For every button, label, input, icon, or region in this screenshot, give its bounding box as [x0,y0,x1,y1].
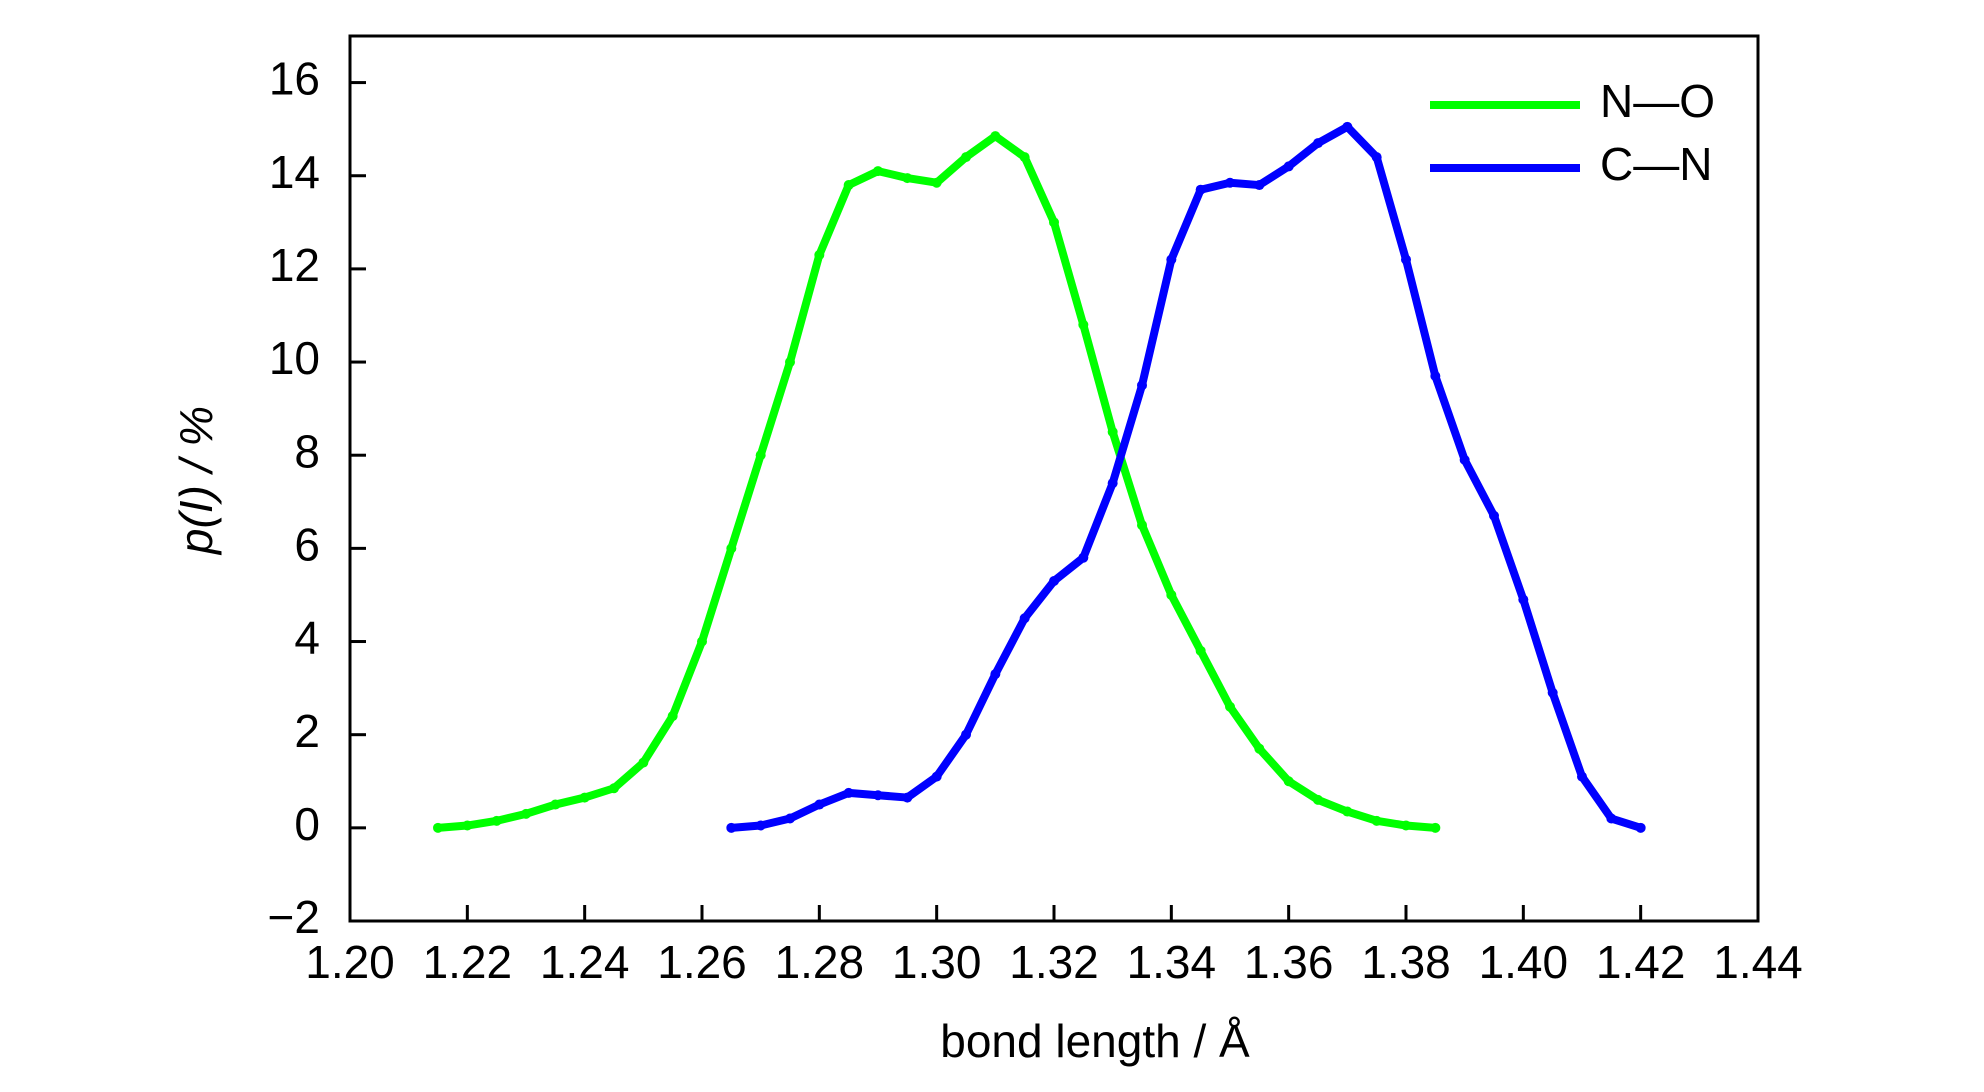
data-point [931,771,942,782]
data-point [1137,520,1147,531]
data-point [785,813,795,824]
data-point [1342,806,1353,817]
x-tick-label: 1.20 [305,936,395,988]
data-point [1606,813,1617,824]
data-point [1430,822,1441,833]
data-point [491,815,502,826]
y-tick-label: 10 [269,332,320,384]
x-tick-label: 1.42 [1596,936,1686,988]
data-point [990,669,1001,680]
y-tick-label: 2 [294,705,320,757]
data-point [1225,177,1235,188]
data-point [1547,687,1558,698]
y-tick-label: 4 [294,612,320,664]
data-point [1049,217,1059,228]
data-point [843,787,854,798]
data-point [1166,254,1177,265]
data-point [1254,743,1265,754]
data-point [902,792,913,803]
data-point [931,177,942,188]
data-point [1019,152,1030,163]
data-point [814,249,825,260]
data-point [1635,822,1646,833]
data-point [1078,319,1089,330]
data-point [609,783,619,794]
x-tick-label: 1.30 [892,936,982,988]
data-point [638,757,649,768]
data-point [1489,510,1499,521]
data-point [1137,380,1147,391]
data-point [1254,180,1265,191]
legend-label: C—N [1600,138,1712,190]
x-tick-label: 1.38 [1361,936,1451,988]
data-point [433,822,443,833]
data-point [1049,575,1059,586]
y-tick-label: 16 [269,53,320,105]
data-point [550,799,561,810]
data-point [814,799,825,810]
data-point [1371,152,1382,163]
data-point [1401,254,1411,265]
data-point [726,543,737,554]
y-tick-label: −2 [268,891,320,943]
data-point [1195,645,1206,656]
data-point [755,820,766,831]
data-line [731,122,1642,832]
data-point [755,450,766,461]
data-point [873,166,883,177]
data-point [1107,478,1118,489]
data-point [902,173,913,184]
data-point [667,711,678,722]
data-point [1430,371,1441,382]
data-point [579,792,590,803]
data-point [1342,121,1353,132]
y-tick-label: 8 [294,425,320,477]
data-point [990,131,1001,142]
y-tick-label: 6 [294,519,320,571]
data-point [1166,589,1177,600]
data-line [437,132,1436,832]
data-point [785,357,795,368]
data-point [961,152,971,163]
data-point [462,820,473,831]
x-tick-label: 1.34 [1127,936,1217,988]
x-tick-label: 1.36 [1244,936,1334,988]
data-point [726,822,737,833]
y-tick-label: 14 [269,146,320,198]
x-tick-label: 1.22 [423,936,513,988]
data-point [1313,138,1323,149]
data-point [1195,184,1206,195]
legend-label: N—O [1600,75,1715,127]
x-tick-label: 1.28 [775,936,865,988]
y-tick-label: 12 [269,239,320,291]
data-point [1577,771,1587,782]
data-point [1225,701,1235,712]
y-axis-label: p(I) / % [170,406,222,556]
data-point [1078,552,1089,563]
x-axis-label: bond length / Å [940,1015,1250,1067]
x-tick-label: 1.40 [1479,936,1569,988]
data-point [1313,794,1323,805]
data-point [1019,613,1030,624]
y-tick-label: 0 [294,798,320,850]
x-tick-label: 1.26 [657,936,747,988]
data-point [873,790,883,801]
data-point [1107,426,1118,437]
data-point [521,808,531,819]
x-tick-label: 1.32 [1009,936,1099,988]
data-point [1518,594,1529,605]
data-point [1371,815,1382,826]
data-point [1401,820,1411,831]
x-tick-label: 1.24 [540,936,630,988]
data-point [1283,776,1294,787]
data-point [1459,454,1470,465]
data-point [1283,161,1294,172]
x-tick-label: 1.44 [1713,936,1803,988]
data-point [697,636,707,647]
data-point [843,180,854,191]
data-point [961,729,971,740]
